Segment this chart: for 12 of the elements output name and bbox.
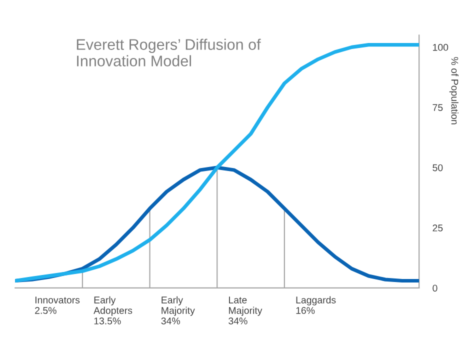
text: Early Majority 34%: [161, 296, 195, 324]
y-axis-title: % of Population: [449, 57, 458, 124]
text: Everett Rogers’ Diffusion of Innovation Model: [76, 38, 261, 66]
y-tick-label: 50: [432, 164, 443, 172]
text: Innovators 2.5%: [35, 296, 80, 314]
text: Laggards 16%: [296, 296, 336, 314]
y-tick-label: 0: [432, 284, 438, 292]
y-tick-label: 25: [432, 224, 443, 232]
y-tick-label: 75: [432, 104, 443, 112]
text: Early Adopters 13.5%: [94, 296, 132, 324]
text: Late Majority 34%: [228, 296, 262, 324]
y-tick-label: 100: [433, 44, 448, 51]
